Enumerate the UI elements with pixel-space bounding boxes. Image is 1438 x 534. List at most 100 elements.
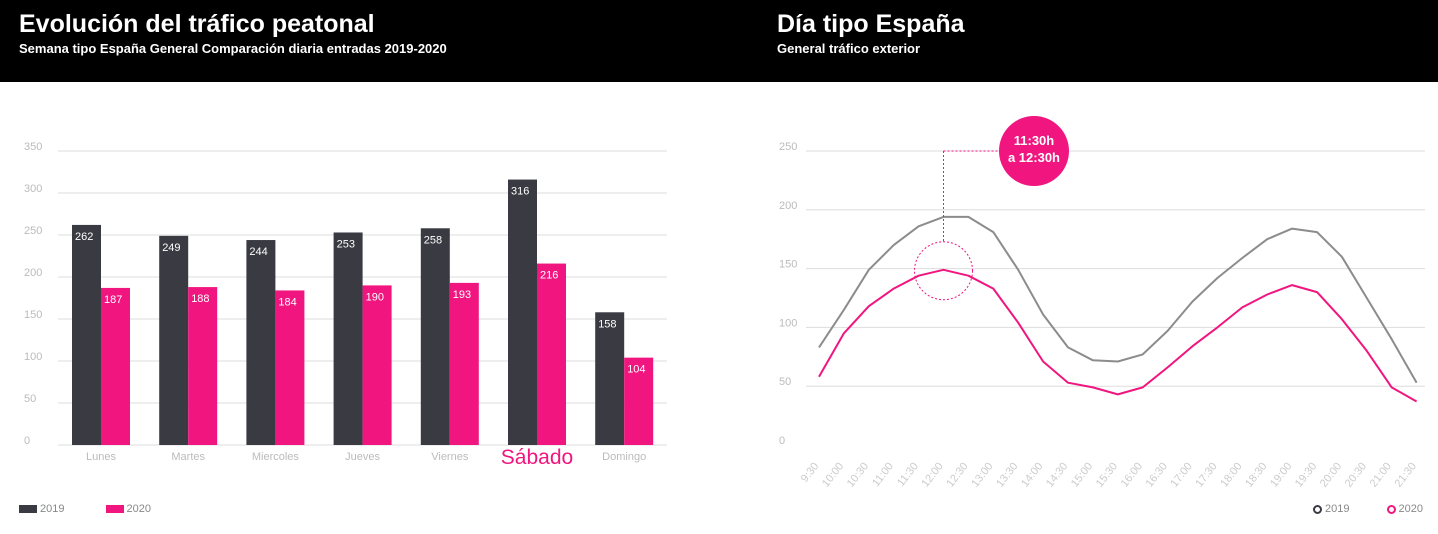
bar-2019 bbox=[159, 235, 189, 445]
line-x-tick-label: 17:00 bbox=[1168, 460, 1194, 489]
bar-value-label-2019: 158 bbox=[598, 318, 616, 330]
right-chart-title: Día tipo España bbox=[777, 10, 965, 38]
line-x-tick-label: 10:30 bbox=[845, 460, 871, 489]
line-x-tick-label: 20:30 bbox=[1343, 460, 1369, 489]
bar-y-tick-label: 0 bbox=[24, 435, 30, 447]
bar-value-label-2019: 244 bbox=[249, 246, 267, 258]
line-y-tick-label: 250 bbox=[779, 141, 797, 153]
bar-2020 bbox=[362, 285, 392, 445]
bar-chart: 0 50 100 150 200 250 300 350 262 187 Lunes 249 188 Ma… bbox=[24, 141, 667, 469]
line-y-tick-label: 50 bbox=[779, 376, 791, 388]
legend-swatch-2019 bbox=[19, 505, 37, 514]
bar-x-tick-label-highlight: Sábado bbox=[501, 446, 573, 469]
line-legend-label-2020: 2020 bbox=[1398, 503, 1424, 515]
line-x-tick-label: 15:00 bbox=[1069, 460, 1095, 489]
legend-ring-icon-2019 bbox=[1313, 504, 1322, 514]
bar-legend-item-2019: 2019 bbox=[19, 503, 64, 515]
line-x-tick-label: 20:00 bbox=[1318, 460, 1344, 489]
bar-2020 bbox=[101, 287, 130, 445]
bar-2019 bbox=[246, 240, 276, 445]
line-x-tick-label: 13:30 bbox=[994, 460, 1020, 489]
bar-value-label-2020: 104 bbox=[627, 364, 645, 376]
left-chart-subtitle: Semana tipo España General Comparación d… bbox=[19, 41, 447, 56]
bar-value-label-2019: 253 bbox=[337, 238, 355, 250]
bar-2020 bbox=[537, 263, 566, 445]
left-chart-title: Evolución del tráfico peatonal bbox=[19, 10, 375, 38]
legend-label-2019: 2019 bbox=[40, 503, 65, 515]
bar-x-tick-label: Domingo bbox=[602, 451, 646, 463]
line-series-2019 bbox=[818, 215, 1418, 384]
bar-2020 bbox=[188, 287, 218, 445]
line-legend-item-2019: 2019 bbox=[1313, 503, 1349, 515]
bar-2020 bbox=[275, 290, 305, 445]
bar-value-label-2019: 316 bbox=[511, 186, 529, 198]
line-x-tick-label: 19:00 bbox=[1268, 460, 1294, 489]
bar-x-tick-label: Viernes bbox=[431, 451, 469, 463]
bar-y-tick-label: 350 bbox=[24, 141, 42, 153]
line-x-tick-label: 11:30 bbox=[895, 460, 921, 488]
bar-value-label-2020: 216 bbox=[540, 270, 558, 282]
line-x-tick-label: 10:00 bbox=[820, 460, 846, 489]
bar-x-tick-label: Lunes bbox=[86, 451, 116, 463]
line-x-tick-label: 14:00 bbox=[1019, 460, 1045, 489]
bar-2019 bbox=[595, 312, 625, 445]
line-x-tick-label: 16:30 bbox=[1144, 460, 1170, 489]
line-x-tick-label: 16:00 bbox=[1119, 460, 1145, 489]
bar-value-label-2019: 262 bbox=[75, 231, 93, 243]
bar-2019 bbox=[508, 179, 537, 445]
line-x-tick-label: 19:30 bbox=[1293, 460, 1319, 489]
line-x-tick-label: 21:00 bbox=[1368, 460, 1394, 489]
bar-x-tick-label: Miercoles bbox=[252, 451, 300, 463]
bar-2019 bbox=[333, 232, 363, 445]
bar-value-label-2020: 190 bbox=[366, 291, 384, 303]
legend-label-2020: 2020 bbox=[126, 503, 152, 515]
legend-swatch-2020 bbox=[105, 505, 124, 514]
line-x-tick-label: 18:00 bbox=[1218, 460, 1244, 489]
bar-2020 bbox=[624, 357, 654, 445]
bar-x-tick-label: Jueves bbox=[345, 451, 380, 463]
line-y-tick-label: 100 bbox=[779, 317, 797, 329]
callout-text-line-1: 11:30h bbox=[1014, 133, 1055, 148]
bar-x-tick-label: Martes bbox=[171, 451, 205, 463]
bar-value-label-2020: 184 bbox=[278, 296, 296, 308]
line-x-tick-label: 21:30 bbox=[1393, 460, 1419, 489]
line-legend: 2019 2020 bbox=[1313, 502, 1423, 516]
line-x-tick-label: 14:30 bbox=[1044, 460, 1070, 489]
bar-value-label-2020: 193 bbox=[453, 289, 471, 301]
bar-y-tick-label: 50 bbox=[24, 393, 36, 405]
callout-dotted-ring bbox=[914, 241, 973, 301]
bar-2019 bbox=[72, 224, 101, 445]
bar-2020 bbox=[449, 282, 479, 445]
line-x-tick-label: 11:00 bbox=[870, 460, 896, 488]
header-bar: Evolución del tráfico peatonal Semana ti… bbox=[0, 0, 1438, 82]
line-x-tick-label: 12:30 bbox=[944, 460, 970, 489]
right-chart-subtitle: General tráfico exterior bbox=[777, 41, 921, 56]
line-x-tick-label: 18:30 bbox=[1243, 460, 1269, 489]
bar-y-tick-label: 200 bbox=[24, 267, 42, 279]
line-legend-item-2020: 2020 bbox=[1386, 503, 1424, 515]
bar-y-tick-label: 250 bbox=[24, 225, 42, 237]
bar-y-tick-label: 150 bbox=[24, 309, 42, 321]
line-y-tick-label: 0 bbox=[779, 435, 785, 447]
bar-value-label-2019: 258 bbox=[424, 234, 442, 246]
line-x-tick-label: 9:30 bbox=[799, 460, 822, 484]
callout-bubble bbox=[999, 116, 1069, 186]
bar-legend-item-2020: 2020 bbox=[105, 503, 152, 515]
line-legend-label-2019: 2019 bbox=[1325, 503, 1350, 515]
bar-value-label-2020: 187 bbox=[104, 294, 122, 306]
line-series-2020 bbox=[818, 268, 1418, 403]
line-y-tick-label: 200 bbox=[779, 200, 797, 212]
bar-2019 bbox=[420, 228, 450, 445]
bar-legend: 2019 2020 bbox=[19, 502, 151, 516]
bar-value-label-2019: 249 bbox=[162, 242, 180, 254]
bar-y-tick-label: 300 bbox=[24, 183, 42, 195]
line-x-tick-label: 15:30 bbox=[1094, 460, 1120, 489]
bar-y-tick-label: 100 bbox=[24, 351, 42, 363]
legend-ring-icon-2020 bbox=[1386, 504, 1396, 514]
line-x-tick-label: 13:00 bbox=[969, 460, 995, 489]
line-x-tick-label: 17:30 bbox=[1193, 460, 1219, 489]
line-y-tick-label: 150 bbox=[779, 259, 797, 271]
line-x-tick-label: 12:00 bbox=[919, 460, 945, 489]
callout-text-line-2: a 12:30h bbox=[1008, 150, 1060, 165]
